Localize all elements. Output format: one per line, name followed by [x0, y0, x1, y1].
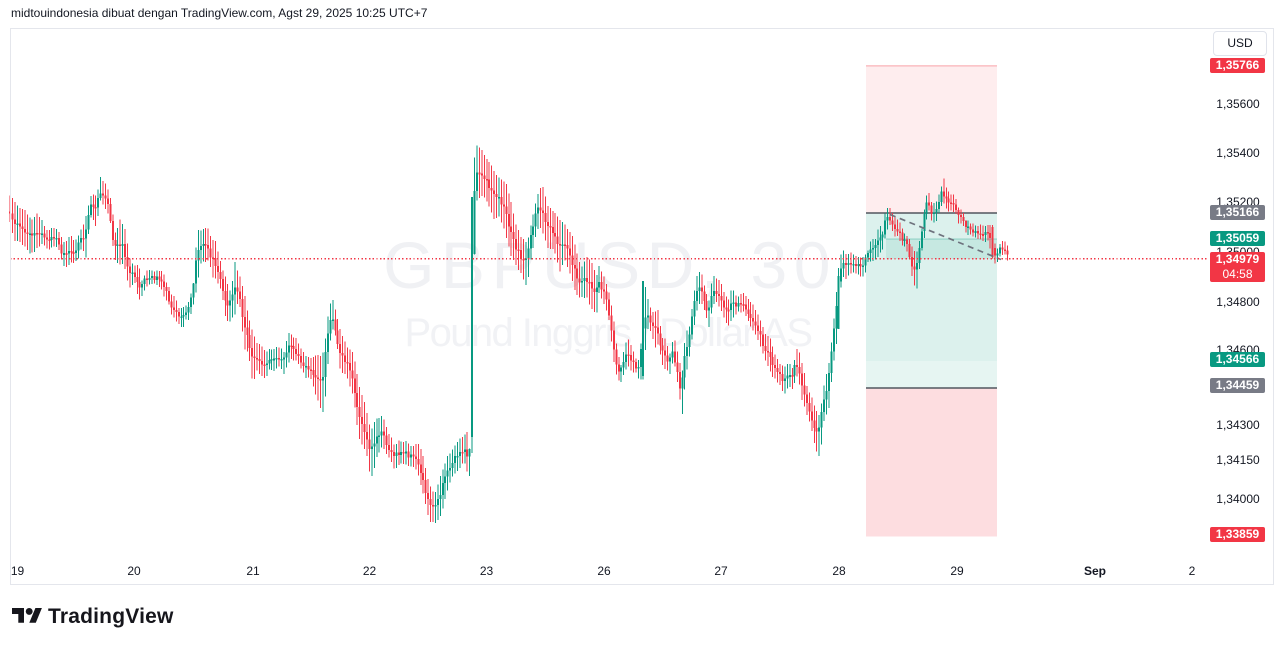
svg-text:TradingView: TradingView	[48, 606, 174, 628]
